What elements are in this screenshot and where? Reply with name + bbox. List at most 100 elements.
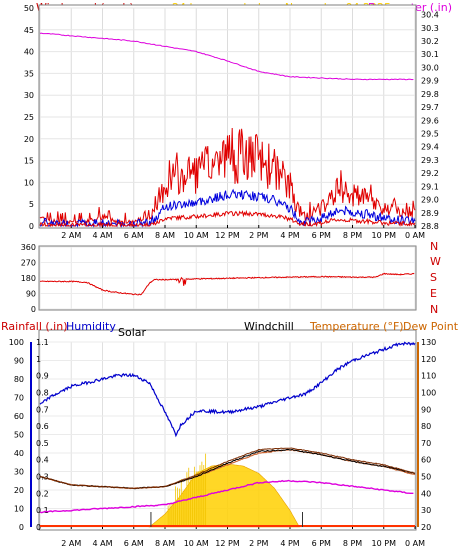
p1-xtick-label: 8 AM [155, 231, 175, 240]
p1-left-tick-label: 10 [24, 178, 34, 187]
p2-left-tick-label: 270 [21, 259, 36, 268]
p1-xtick-label: 6 PM [312, 231, 331, 240]
p1-right-tick-label: 29.2 [421, 169, 439, 178]
wind-gust-series [39, 127, 416, 225]
p3-humidity-tick-label: 100 [9, 338, 24, 347]
p1-right-tick-label: 30.0 [421, 63, 439, 72]
p3-xtick-label: 12 PM [215, 539, 240, 548]
p1-xtick-label: 10 AM [184, 231, 209, 240]
dir-letter-s: S [430, 271, 437, 284]
p3-rain-tick-label: 0 [36, 523, 41, 532]
p3-xtick-label: 4 PM [280, 539, 299, 548]
barometer-series [39, 32, 414, 81]
p3-xtick-label: 6 AM [124, 539, 144, 548]
p1-right-tick-label: 29.1 [421, 182, 439, 191]
p3-temp-tick-label: 110 [421, 372, 436, 381]
p3-xtick-label: 0 AM [405, 539, 425, 548]
p3-humidity-tick-label: 60 [14, 412, 24, 421]
p1-left-tick-label: 20 [24, 135, 34, 144]
wind-direction-series [39, 272, 415, 296]
p1-left-tick-label: 50 [24, 4, 34, 13]
p2-left-tick-label: 0 [31, 305, 36, 314]
p1-left-tick-label: 5 [29, 200, 34, 209]
p1-right-tick-label: 29.7 [421, 103, 439, 112]
p1-left-tick-label: 0 [29, 222, 34, 231]
p3-humidity-tick-label: 20 [14, 486, 24, 495]
p1-right-tick-label: 30.1 [421, 50, 439, 59]
p3-xtick-label: 4 AM [92, 539, 112, 548]
p3-rain-tick-label: 0.5 [36, 439, 49, 448]
p3-temp-tick-label: 50 [421, 473, 431, 482]
p1-right-tick-label: 29.0 [421, 196, 439, 205]
p2-left-tick-label: 90 [26, 290, 36, 299]
p2-left-tick-label: 360 [21, 243, 36, 252]
solar-label: Solar [118, 326, 147, 339]
p1-right-tick-label: 28.8 [421, 222, 439, 231]
p3-xtick-label: 2 AM [61, 539, 81, 548]
p3-temp-tick-label: 30 [421, 506, 431, 515]
p1-right-tick-label: 29.6 [421, 116, 439, 125]
p3-rain-tick-label: 1.1 [36, 338, 49, 347]
p3-temp-tick-label: 70 [421, 439, 431, 448]
p1-xtick-label: 6 AM [124, 231, 144, 240]
dewpoint-label: Dew Point (°F) [403, 320, 462, 333]
p3-rain-tick-label: 0.2 [36, 489, 49, 498]
dir-letter-e: E [430, 287, 437, 300]
windchill-label: Windchill [244, 320, 294, 333]
p3-rain-tick-label: 0.4 [36, 456, 49, 465]
p3-humidity-tick-label: 80 [14, 375, 24, 384]
p1-right-tick-label: 28.9 [421, 209, 439, 218]
p1-right-tick-label: 29.8 [421, 90, 439, 99]
p3-temp-tick-label: 60 [421, 456, 431, 465]
p3-humidity-tick-label: 70 [14, 394, 24, 403]
wind-average-series [39, 188, 416, 228]
wind-speed-series [39, 209, 416, 228]
dir-letter-w: W [430, 255, 441, 268]
p1-left-tick-label: 45 [24, 26, 34, 35]
p1-right-tick-label: 29.9 [421, 77, 439, 86]
p3-rain-tick-label: 0.9 [36, 372, 49, 381]
p3-temp-tick-label: 130 [421, 338, 436, 347]
p3-xtick-label: 6 PM [312, 539, 331, 548]
p1-left-tick-label: 25 [24, 113, 34, 122]
p1-xtick-label: 0 AM [405, 231, 425, 240]
p3-humidity-tick-label: 10 [14, 505, 24, 514]
p1-left-tick-label: 40 [24, 48, 34, 57]
p1-xtick-label: 12 PM [215, 231, 240, 240]
p3-rain-tick-label: 1 [36, 355, 41, 364]
p3-rain-tick-label: 0.1 [36, 506, 49, 515]
p3-humidity-tick-label: 0 [19, 523, 24, 532]
p1-xtick-label: 2 AM [61, 231, 81, 240]
p1-right-tick-label: 30.4 [421, 11, 439, 20]
p3-temp-tick-label: 80 [421, 422, 431, 431]
p1-right-tick-label: 29.3 [421, 156, 439, 165]
p3-xtick-label: 8 AM [155, 539, 175, 548]
p1-xtick-label: 8 PM [343, 231, 362, 240]
p3-humidity-tick-label: 90 [14, 357, 24, 366]
p3-rain-tick-label: 0.7 [36, 405, 49, 414]
temperature-series [39, 447, 416, 490]
chart-marks [39, 32, 416, 528]
p3-xtick-label: 2 PM [249, 539, 268, 548]
p1-right-tick-label: 29.5 [421, 130, 439, 139]
rainfall-series [39, 479, 414, 514]
temperature-label: Temperature (°F) [309, 320, 404, 333]
p3-temp-tick-label: 120 [421, 355, 436, 364]
axis-tick-labels: 0510152025303540455028.828.929.029.129.2… [9, 4, 439, 548]
p1-xtick-label: 2 PM [249, 231, 268, 240]
p3-temp-tick-label: 100 [421, 388, 436, 397]
humidity-series [39, 341, 416, 438]
humidity-label: Humidity [66, 320, 116, 333]
dir-letter-n-top: N [430, 240, 438, 253]
p3-xtick-label: 8 PM [343, 539, 362, 548]
p1-left-tick-label: 35 [24, 69, 34, 78]
p2-left-tick-label: 180 [21, 274, 36, 283]
p3-temp-tick-label: 20 [421, 523, 431, 532]
p3-temp-tick-label: 40 [421, 489, 431, 498]
p1-left-tick-label: 15 [24, 157, 34, 166]
p1-right-tick-label: 30.3 [421, 24, 439, 33]
p3-humidity-tick-label: 40 [14, 449, 24, 458]
rainfall-label: Rainfall (.in) [1, 320, 68, 333]
p3-humidity-tick-label: 30 [14, 468, 24, 477]
